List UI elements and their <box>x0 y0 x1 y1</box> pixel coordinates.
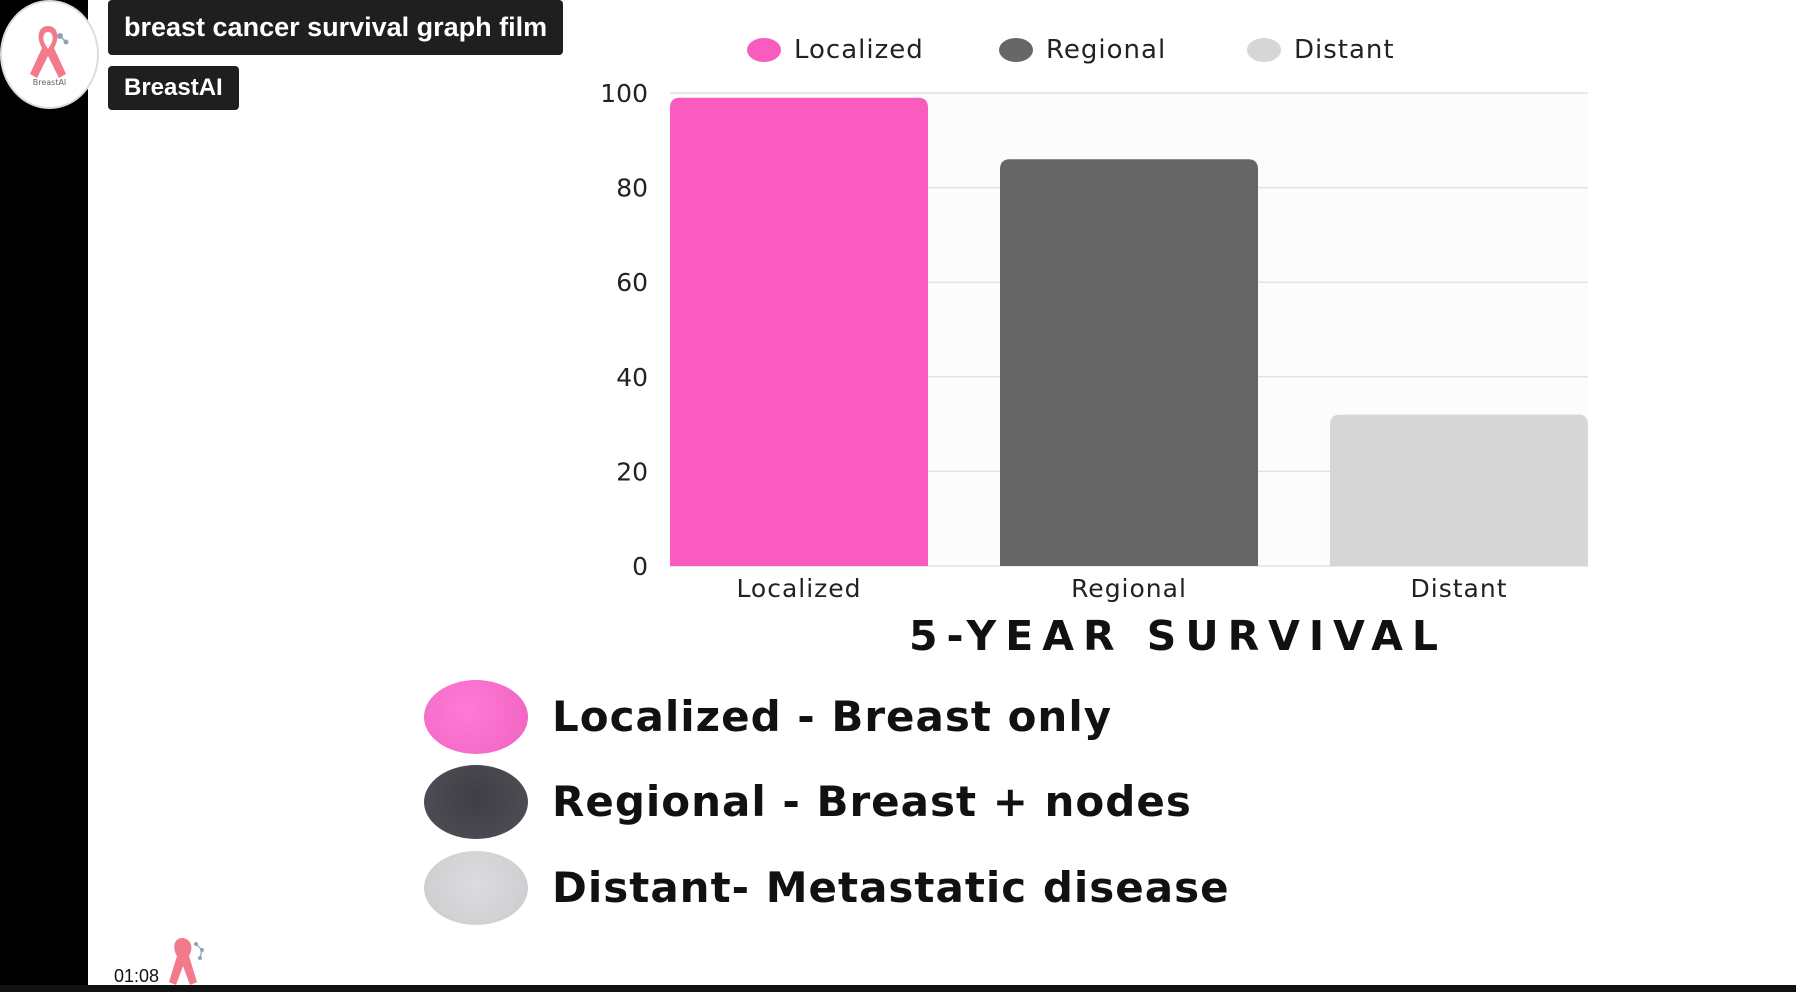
legend-label: Localized <box>794 35 924 65</box>
stage-legend-text: Regional - Breast + nodes <box>552 777 1192 826</box>
channel-name[interactable]: BreastAI <box>108 66 239 110</box>
video-title[interactable]: breast cancer survival graph film <box>108 0 564 55</box>
stage-legend-regional: Regional - Breast + nodes <box>424 764 1192 839</box>
x-tick-label: Distant <box>1411 574 1508 603</box>
x-tick-label: Regional <box>1071 574 1187 603</box>
bar-distant <box>1330 414 1588 566</box>
bar-localized <box>670 97 928 566</box>
pink-dot-icon <box>424 679 528 754</box>
legend-label: Regional <box>1046 35 1166 65</box>
y-tick-label: 20 <box>616 457 648 486</box>
dark-gray-dot-icon <box>424 764 528 839</box>
stage-legend-text: Distant- Metastatic disease <box>552 863 1230 912</box>
x-tick-label: Localized <box>736 574 861 603</box>
y-tick-label: 100 <box>600 79 648 108</box>
avatar-label: BreastAI <box>32 78 67 87</box>
timestamp-badge: 01:08 <box>108 963 166 989</box>
progress-track[interactable] <box>0 985 1796 992</box>
stage-legend-localized: Localized - Breast only <box>424 679 1112 754</box>
channel-avatar[interactable]: BreastAI <box>2 2 97 107</box>
y-tick-label: 0 <box>632 552 648 581</box>
x-axis-title: 5-YEAR SURVIVAL <box>909 612 1447 660</box>
stage-legend-distant: Distant- Metastatic disease <box>424 850 1230 925</box>
stage-legend-text: Localized - Breast only <box>552 692 1113 741</box>
legend-label: Distant <box>1294 35 1395 65</box>
y-tick-label: 60 <box>616 268 648 297</box>
legend-swatch <box>1247 38 1281 62</box>
video-frame[interactable]: 0 20 40 60 80 100 Localized Regional Distant Lo… <box>88 0 1796 985</box>
legend-swatch <box>999 38 1033 62</box>
y-tick-label: 80 <box>616 174 648 203</box>
light-gray-dot-icon <box>424 850 528 925</box>
pink-ribbon-icon <box>30 26 69 78</box>
legend-swatch <box>747 38 781 62</box>
bar-regional <box>1000 159 1258 566</box>
y-tick-label: 40 <box>616 363 648 392</box>
survival-bar-chart: 0 20 40 60 80 100 Localized Regional Distant Lo… <box>600 35 1588 603</box>
pink-ribbon-icon <box>169 938 204 985</box>
